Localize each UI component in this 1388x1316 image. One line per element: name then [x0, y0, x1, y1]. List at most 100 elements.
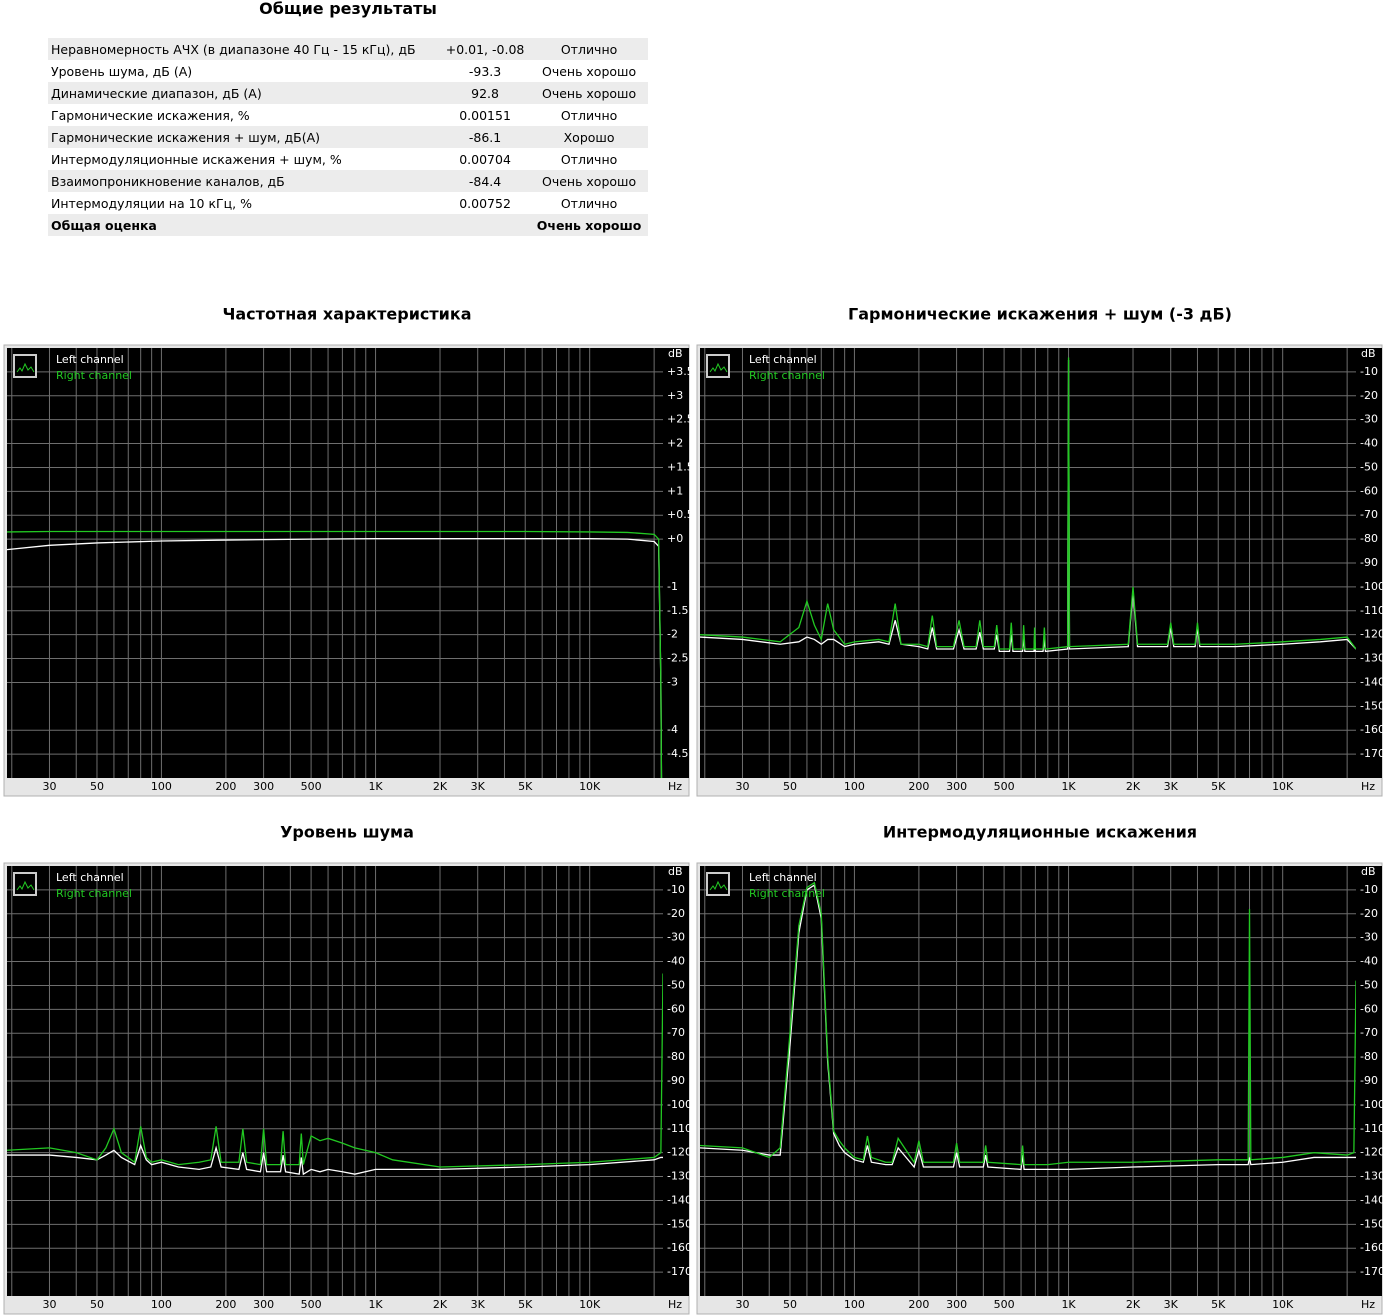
y-tick-label: -10: [1360, 883, 1378, 896]
y-tick-label: -90: [667, 1074, 685, 1087]
y-tick-label: -140: [1360, 675, 1385, 688]
series-line: [7, 1143, 663, 1176]
y-tick-label: -40: [1360, 437, 1378, 450]
axis-strip: [1356, 866, 1382, 1296]
y-tick-label: -160: [667, 1241, 692, 1254]
summary-rating: Очень хорошо: [530, 214, 648, 236]
y-tick-label: -70: [667, 1026, 685, 1039]
table-cell: Взаимопроникновение каналов, дБ: [48, 170, 440, 192]
x-tick-label: 300: [253, 1298, 274, 1311]
y-tick-label: -80: [1360, 532, 1378, 545]
x-axis-label: Hz: [1361, 1298, 1375, 1311]
legend-label: Right channel: [749, 887, 825, 900]
y-tick-label: -4.5: [667, 747, 688, 760]
table-cell: Интермодуляции на 10 кГц, %: [51, 195, 252, 211]
chart-title: Гармонические искажения + шум (-3 дБ): [848, 305, 1232, 324]
y-tick-label: -60: [1360, 484, 1378, 497]
x-tick-label: 2K: [1126, 780, 1141, 793]
table-row: Интермодуляционные искажения + шум, % 0.0…: [48, 148, 648, 170]
x-tick-label: 2K: [1126, 1298, 1141, 1311]
summary-label: Общая оценка: [48, 214, 440, 236]
chart-title: Интермодуляционные искажения: [883, 823, 1197, 842]
summary-row: Общая оценка Очень хорошо: [48, 214, 648, 236]
table-row: Уровень шума, дБ (А) -93.3 Очень хорошо: [48, 60, 648, 82]
y-tick-label: -1.5: [667, 604, 688, 617]
x-tick-label: 200: [908, 780, 929, 793]
x-axis-label: Hz: [668, 1298, 682, 1311]
table-cell: Очень хорошо: [541, 63, 637, 79]
legend-icon-trace: [709, 880, 728, 891]
chart-panel: Гармонические искажения + шум (-3 дБ) -10…: [696, 305, 1385, 797]
x-tick-label: 3K: [1164, 780, 1179, 793]
y-tick-label: -50: [1360, 460, 1378, 473]
table-row: Взаимопроникновение каналов, дБ -84.4 Очен…: [48, 170, 648, 192]
series-line: [7, 530, 663, 778]
table-cell: Отлично: [530, 38, 648, 60]
x-tick-label: 2K: [433, 780, 448, 793]
y-tick-label: -170: [667, 1265, 692, 1278]
y-tick-label: -130: [1360, 1170, 1385, 1183]
x-tick-label: 1K: [1061, 780, 1076, 793]
y-tick-label: -120: [1360, 1146, 1385, 1159]
x-tick-label: 3K: [1164, 1298, 1179, 1311]
table-cell: Интермодуляционные искажения + шум, %: [51, 151, 342, 167]
y-tick-label: -4: [667, 723, 678, 736]
x-tick-label: 1K: [368, 780, 383, 793]
y-tick-label: -160: [1360, 1241, 1385, 1254]
series-line: [700, 357, 1356, 650]
legend-icon: [706, 354, 730, 378]
y-tick-label: -10: [667, 883, 685, 896]
table-cell: -84.4: [440, 170, 531, 192]
legend-label: Right channel: [56, 887, 132, 900]
legend-icon-trace: [16, 880, 35, 891]
y-tick-label: +2: [667, 437, 683, 450]
y-tick-label: -160: [1360, 723, 1385, 736]
legend-label: Right channel: [56, 369, 132, 382]
y-tick-label: -20: [667, 907, 685, 920]
table-cell: [440, 214, 531, 236]
legend-icon: [13, 872, 37, 896]
legend-label: Left channel: [749, 871, 817, 884]
x-tick-label: 30: [735, 1298, 749, 1311]
y-tick-label: -10: [1360, 365, 1378, 378]
x-tick-label: 200: [215, 780, 236, 793]
y-axis-label: dB: [668, 865, 683, 878]
table-cell: Гармонические искажения + шум, дБ(A): [48, 126, 440, 148]
x-tick-label: 3K: [471, 780, 486, 793]
table-cell: Очень хорошо: [530, 170, 648, 192]
table-row: Динамические диапазон, дБ (А) 92.8 Очень х…: [48, 82, 648, 104]
x-axis-label: Hz: [1361, 780, 1375, 793]
y-tick-label: -90: [1360, 1074, 1378, 1087]
y-tick-label: -100: [1360, 580, 1385, 593]
x-tick-label: 10K: [1272, 780, 1294, 793]
y-tick-label: -60: [1360, 1002, 1378, 1015]
y-tick-label: -100: [1360, 1098, 1385, 1111]
y-tick-label: -150: [1360, 1217, 1385, 1230]
y-tick-label: -3: [667, 675, 678, 688]
series-line: [7, 537, 663, 778]
axis-strip: [663, 348, 689, 778]
table-cell: Отлично: [560, 151, 618, 167]
chart-panel: Частотная характеристика +3.5 +3 +2.5 +2 +1.5…: [3, 305, 694, 797]
x-tick-label: 10K: [1272, 1298, 1294, 1311]
y-tick-label: -1: [667, 580, 678, 593]
table-cell: Хорошо: [530, 126, 648, 148]
table-cell: Динамические диапазон, дБ (А): [48, 82, 440, 104]
plot-area: [7, 348, 663, 778]
y-tick-label: +3: [667, 389, 683, 402]
x-tick-label: 300: [946, 780, 967, 793]
x-tick-label: 300: [253, 780, 274, 793]
series-line: [700, 881, 1356, 1166]
table-title: Общие результаты: [259, 0, 437, 18]
legend-label: Right channel: [749, 369, 825, 382]
x-tick-label: 200: [215, 1298, 236, 1311]
table-cell: Гармонические искажения, %: [51, 107, 250, 123]
y-tick-label: -30: [1360, 413, 1378, 426]
table-cell: 92.8: [440, 82, 531, 104]
table-cell: -86.1: [440, 126, 531, 148]
y-tick-label: -120: [1360, 628, 1385, 641]
y-tick-label: -30: [1360, 931, 1378, 944]
results-table: Неравномерность АЧХ (в диапазоне 40 Гц -…: [48, 38, 648, 236]
